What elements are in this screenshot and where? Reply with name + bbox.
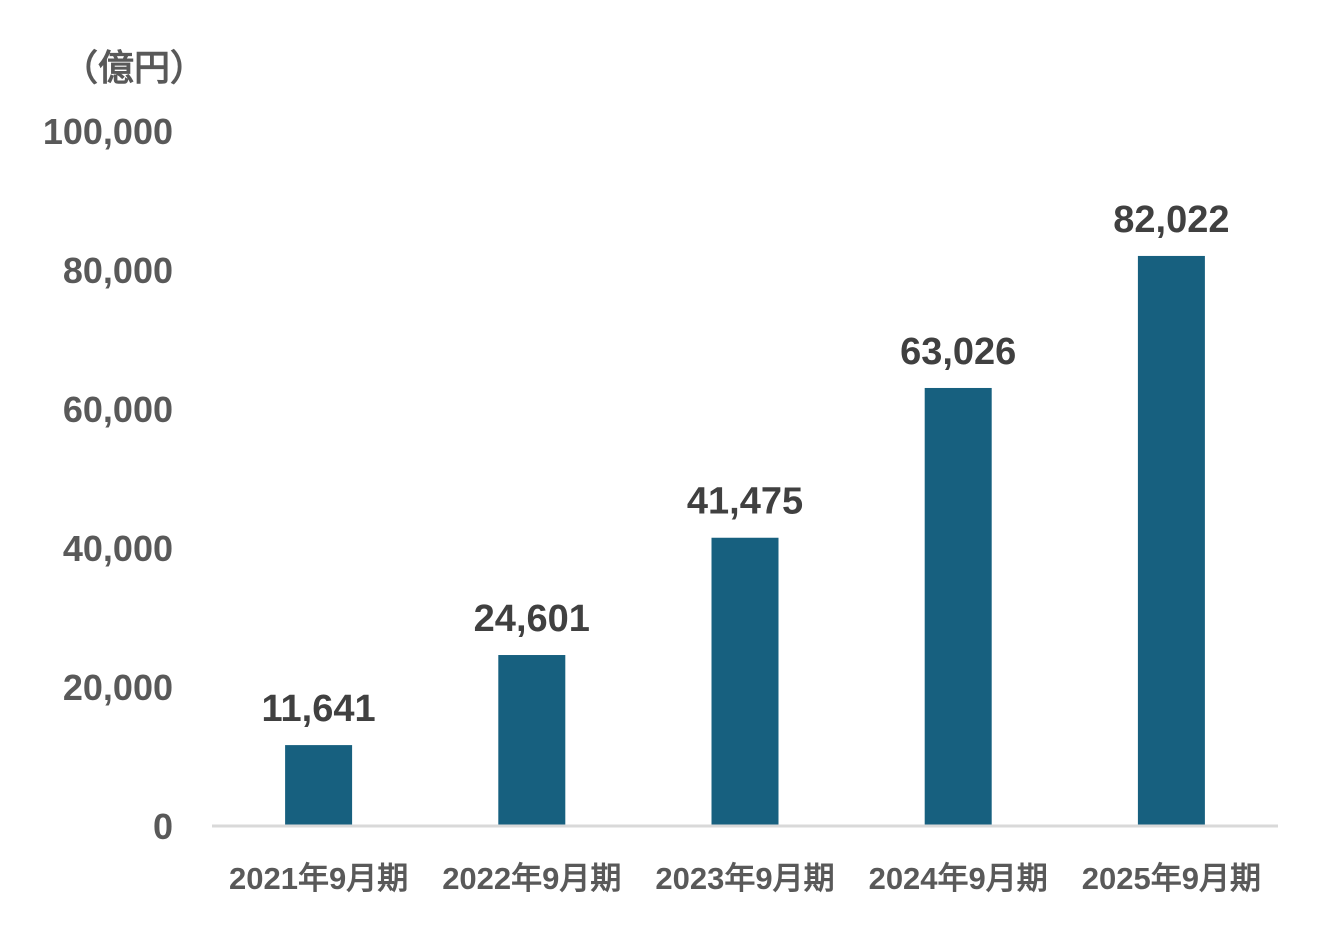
bar bbox=[498, 655, 566, 826]
y-axis: 0 20,000 40,000 60,000 80,000 100,000 bbox=[43, 111, 173, 847]
y-tick-label: 20,000 bbox=[63, 667, 173, 708]
y-tick-label: 100,000 bbox=[43, 111, 173, 152]
data-label: 63,026 bbox=[900, 331, 1016, 373]
x-tick-label: 2021年9月期 bbox=[229, 861, 408, 896]
data-label: 82,022 bbox=[1113, 199, 1229, 241]
unit-label: （億円） bbox=[62, 47, 206, 88]
data-label: 11,641 bbox=[262, 688, 376, 730]
data-label: 24,601 bbox=[474, 598, 590, 640]
y-tick-label: 0 bbox=[153, 806, 173, 847]
x-tick-label: 2022年9月期 bbox=[442, 861, 621, 896]
data-labels: 11,641 24,601 41,475 63,026 82,022 bbox=[262, 199, 1230, 730]
x-axis: 2021年9月期 2022年9月期 2023年9月期 2024年9月期 2025年9月期 bbox=[229, 861, 1261, 896]
bar bbox=[1137, 255, 1205, 827]
bar bbox=[711, 537, 779, 826]
x-tick-label: 2025年9月期 bbox=[1082, 861, 1261, 896]
data-label: 41,475 bbox=[687, 481, 803, 523]
y-tick-label: 80,000 bbox=[63, 250, 173, 291]
x-tick-label: 2023年9月期 bbox=[655, 861, 834, 896]
x-tick-label: 2024年9月期 bbox=[869, 861, 1048, 896]
bars bbox=[285, 255, 1205, 827]
y-tick-label: 60,000 bbox=[63, 389, 173, 430]
y-tick-label: 40,000 bbox=[63, 528, 173, 569]
bar bbox=[924, 387, 992, 826]
bar bbox=[285, 745, 353, 826]
